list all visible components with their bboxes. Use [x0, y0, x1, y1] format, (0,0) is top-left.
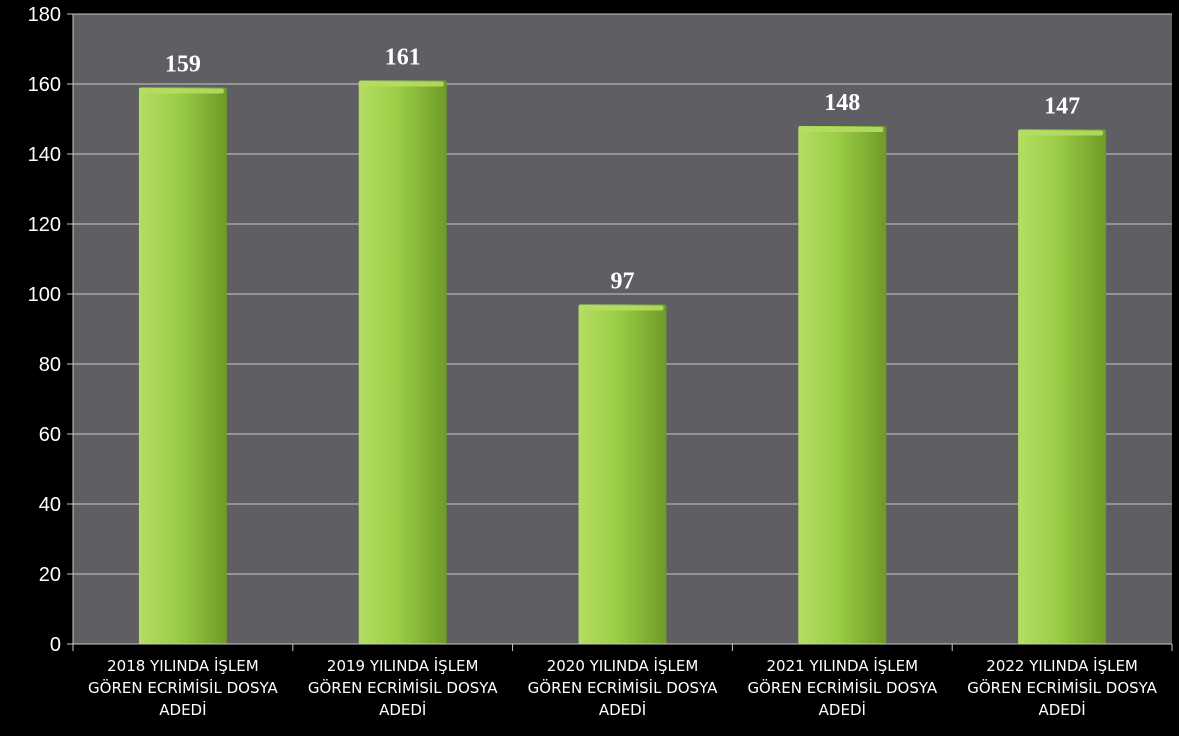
bar-top-highlight	[581, 305, 664, 311]
x-tick-label: ADEDİ	[599, 700, 646, 719]
data-label: 148	[824, 90, 860, 116]
x-tick-label: ADEDİ	[379, 700, 426, 719]
y-tick-label: 120	[28, 214, 61, 236]
data-label: 159	[165, 52, 201, 78]
x-tick-label: GÖREN ECRİMİSİL DOSYA	[747, 678, 937, 697]
y-tick-label: 40	[39, 494, 61, 516]
data-label: 161	[385, 45, 421, 71]
bar-top-highlight	[801, 127, 884, 132]
bar-top-highlight	[361, 81, 444, 87]
y-tick-label: 80	[39, 354, 61, 376]
x-tick-label: ADEDİ	[159, 700, 206, 719]
y-tick-label: 180	[28, 4, 61, 26]
x-tick-label: 2019 YILINDA İŞLEM	[327, 656, 479, 675]
data-label: 97	[611, 269, 635, 295]
bar	[798, 126, 887, 644]
x-tick-label: 2022 YILINDA İŞLEM	[986, 656, 1138, 675]
x-tick-label: 2021 YILINDA İŞLEM	[767, 656, 919, 675]
x-tick-label: 2020 YILINDA İŞLEM	[547, 656, 699, 675]
y-tick-label: 20	[39, 564, 61, 586]
bars	[138, 80, 1107, 644]
x-tick-label: ADEDİ	[1038, 700, 1085, 719]
x-tick-label: GÖREN ECRİMİSİL DOSYA	[967, 678, 1157, 697]
bar	[1018, 129, 1107, 644]
x-tick-label: GÖREN ECRİMİSİL DOSYA	[88, 678, 278, 697]
x-tick-label: GÖREN ECRİMİSİL DOSYA	[528, 678, 718, 697]
bar	[358, 80, 447, 644]
y-tick-label: 100	[28, 284, 61, 306]
x-axis: 2018 YILINDA İŞLEM GÖREN ECRİMİSİL DOSYA A…	[72, 643, 1173, 719]
y-tick-label: 140	[28, 144, 61, 166]
y-tick-label: 60	[39, 424, 61, 446]
y-tick-label: 0	[50, 634, 61, 656]
y-tick-label: 160	[28, 74, 61, 96]
bar-top-highlight	[1021, 130, 1104, 136]
bar	[138, 87, 227, 644]
data-labels: 159 161 97 148 147	[165, 45, 1080, 295]
x-tick-label: 2018 YILINDA İŞLEM	[107, 656, 259, 675]
x-tick-label: ADEDİ	[819, 700, 866, 719]
bar-top-highlight	[141, 88, 224, 94]
bar	[578, 304, 667, 644]
data-label: 147	[1044, 94, 1080, 120]
x-tick-label: GÖREN ECRİMİSİL DOSYA	[308, 678, 498, 697]
y-axis: 0 20 40 60 80 100 120 140 160 180	[28, 4, 74, 656]
